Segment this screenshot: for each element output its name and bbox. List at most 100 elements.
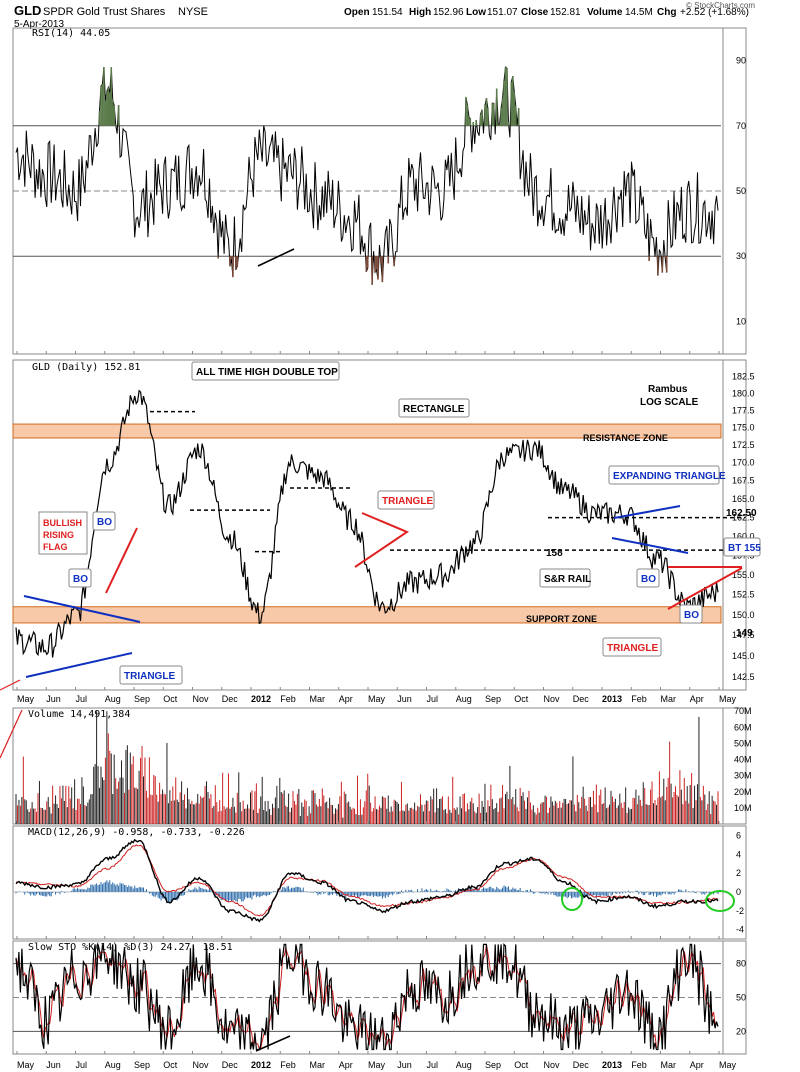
chart-date: 5-Apr-2013 [14,19,64,30]
subtitle-line-1: Rambus [648,384,688,395]
x-tick-label: Apr [339,1060,353,1070]
x-tick-label: Jul [427,1060,439,1070]
level-158-label: 158 [546,548,563,559]
support-zone [12,606,722,624]
bt155-label-box [723,537,761,557]
price-tick-label: 177.5 [732,405,755,415]
bo-label-3: BO [641,574,656,585]
price-tick-label: 167.5 [732,476,755,486]
close-label: Close [521,7,549,18]
resistance-zone [12,423,722,439]
subtitle-line-2: LOG SCALE [640,397,699,408]
volume-tick-label: 40M [734,755,752,765]
rsi-tick-label: 30 [736,251,746,261]
ticker-symbol: GLD [14,3,41,18]
exchange: NYSE [178,6,208,18]
macd-tick-label: 6 [736,830,741,840]
price-tick-label: 180.0 [732,388,755,398]
high-value: 152.96 [433,7,464,18]
price-tick-label: 142.5 [732,672,755,682]
x-tick-label: Nov [193,1060,210,1070]
macd-line [15,838,719,923]
x-axis: May Jun Jul Aug Sep Oct Nov Dec 2012 Feb Mar Apr May… [16,351,737,1070]
x-tick-label: Jun [46,694,61,704]
price-tick-label: 145.0 [732,651,755,661]
low-value: 151.07 [487,7,518,18]
expanding-upper-line [613,505,681,519]
triangle-label-1-box [377,490,435,510]
volume-tick-label: 60M [734,722,752,732]
bo-label-1-box [92,511,116,531]
x-tick-label: Nov [193,694,210,704]
triangle-upper-line [23,595,141,623]
price-tick-label: 152.5 [732,590,755,600]
rsi-tick-label: 10 [736,316,746,326]
panel-frames [12,27,747,1055]
macd-title: MACD(12,26,9) -0.958, -0.733, -0.226 [28,827,245,838]
rsi-panel: RSI(14) 44.05 10 30 50 70 90 [13,28,746,326]
price-panel: GLD (Daily) 152.81 142.5 145.0 147.5 150.0 1… [0,361,761,759]
support-zone-label: SUPPORT ZONE [526,614,597,624]
x-tick-label: Jul [76,694,88,704]
price-title: GLD (Daily) 152.81 [32,362,140,373]
triangle-red-shape [354,512,410,568]
level-162-label: 162.50 [726,508,757,519]
watermark: © StockCharts.com [686,1,755,10]
macd-tick-label: 0 [736,887,741,897]
bt155-label: BT 155 [728,543,761,554]
expanding-triangle-label-box [608,465,720,485]
triangle-label-1: TRIANGLE [382,496,433,507]
sto-panel: Slow STO %K(14) %D(3) 24.27, 18.51 20 50 8… [13,942,746,1052]
volume-tick-label: 30M [734,771,752,781]
x-tick-label: Sep [485,694,501,704]
resistance-zone-label: RESISTANCE ZONE [583,433,668,443]
x-tick-label: Aug [105,1060,121,1070]
x-tick-label: Dec [573,694,590,704]
x-tick-label: Aug [105,694,121,704]
x-tick-label: Apr [690,1060,704,1070]
rsi-tick-label: 70 [736,121,746,131]
x-tick-label: Mar [661,1060,677,1070]
chg-value: +2.52 (+1.68%) [680,7,749,18]
expanding-triangle-label: EXPANDING TRIANGLE [613,471,726,482]
close-value: 152.81 [550,7,581,18]
price-tick-label: 150.0 [732,610,755,620]
macd-cross-circle [561,887,583,911]
x-tick-label: Apr [339,694,353,704]
ath-double-top-label-box [191,361,340,381]
sto-tick-label: 50 [736,993,746,1003]
flag-line [105,527,138,594]
rsi-tick-label: 90 [736,56,746,66]
macd-panel: MACD(12,26,9) -0.958, -0.733, -0.226 -4 -… [13,827,744,935]
macd-signal-line [15,844,719,917]
volume-tick-label: 20M [734,787,752,797]
macd-cross-circle [705,890,735,912]
x-tick-label: Jun [46,1060,61,1070]
sto-title: Slow STO %K(14) %D(3) 24.27, 18.51 [28,942,233,953]
edge-red-line [0,679,21,691]
x-tick-label: Dec [573,1060,590,1070]
sr-rail-label: S&R RAIL [544,574,591,585]
triangle-label-3: TRIANGLE [607,643,658,654]
price-tick-label: 182.5 [732,372,755,382]
sto-tick-label: 80 [736,959,746,969]
sr-rail-label-box [539,568,591,588]
sto-tick-label: 20 [736,1026,746,1036]
volume-tick-label: 50M [734,738,752,748]
edge-red-line-2 [0,709,23,759]
x-tick-label: Jul [427,694,439,704]
price-tick-label: 155.0 [732,570,755,580]
x-tick-label: 2013 [602,1060,622,1070]
price-line [15,389,719,658]
triangle-label-2-box [119,665,183,685]
rsi-trendline [257,248,295,267]
price-frame [12,359,747,691]
triangle-lower-line [25,652,133,678]
price-tick-label: 147.5 [732,630,755,640]
x-tick-label: Mar [661,694,677,704]
rsi-title: RSI(14) 44.05 [32,28,110,39]
volume-panel: Volume 14,491,384 10M 20M 30M 40M 50M 60M 70M [15,706,752,824]
price-tick-label: 165.0 [732,494,755,504]
bo-label-3-box [636,568,660,588]
triangle-label-3-box [602,637,662,657]
